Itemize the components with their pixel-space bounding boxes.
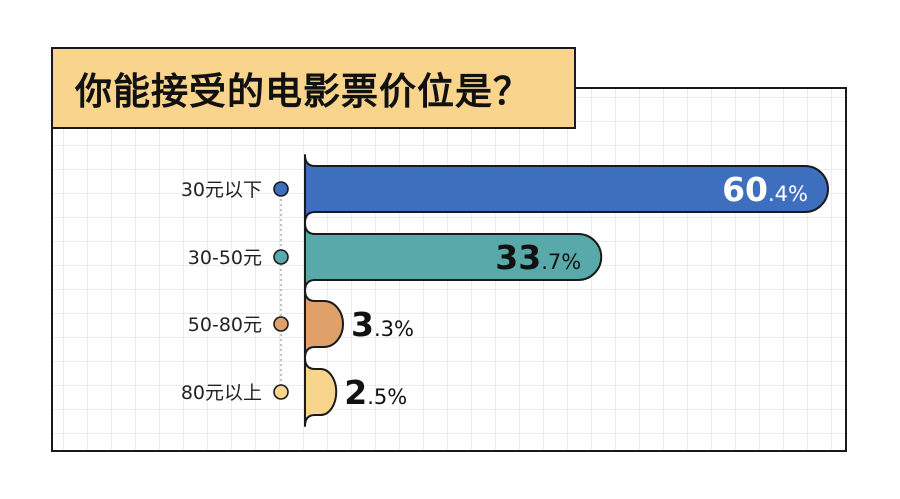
category-dot-4 [273,384,289,400]
title-box: 你能接受的电影票价位是？ [51,47,576,129]
category-dot-3 [273,316,289,332]
bar-4 [304,357,338,427]
category-label-3: 50-80元 [188,314,262,336]
value-label-4: 2.5% [344,373,407,412]
category-label-4: 80元以上 [181,382,262,404]
category-dot-2 [273,249,289,265]
bar-3 [304,289,344,359]
value-label-1: 60.4% [722,170,808,209]
category-dot-1 [273,181,289,197]
value-label-3: 3.3% [351,305,414,344]
value-label-2: 33.7% [495,238,581,277]
bar-2 [304,222,603,292]
bar-1 [304,154,829,224]
chart-title: 你能接受的电影票价位是？ [75,70,531,113]
category-label-2: 30-50元 [188,247,262,269]
category-label-1: 30元以下 [181,179,262,201]
